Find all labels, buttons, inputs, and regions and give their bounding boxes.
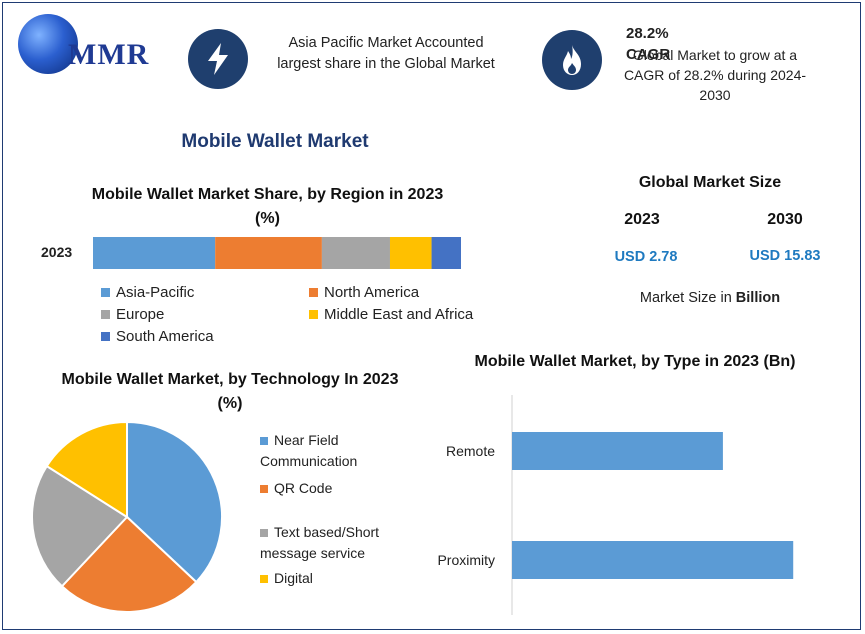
market-year-2030: 2030 bbox=[767, 211, 803, 228]
legend-nfc: Near Field Communication bbox=[260, 432, 358, 469]
legend-middle-east-africa: Middle East and Africa bbox=[309, 306, 473, 323]
type-category-label: Remote bbox=[446, 443, 495, 459]
legend-north-america: North America bbox=[309, 284, 419, 301]
region-chart-title: Mobile Wallet Market Share, by Region in… bbox=[91, 186, 444, 227]
type-bar-chart: Remote Proximity bbox=[437, 395, 794, 615]
pie-slice-qr-code bbox=[60, 515, 198, 613]
region-segment-south-america bbox=[431, 237, 461, 269]
region-segment-europe bbox=[321, 237, 390, 269]
type-category-label: Proximity bbox=[437, 552, 495, 568]
flame-icon bbox=[542, 30, 602, 90]
technology-pie-chart bbox=[31, 420, 223, 613]
region-category-label: 2023 bbox=[41, 244, 73, 260]
cagr-text: Global Market to grow at a CAGR of 28.2%… bbox=[623, 47, 807, 103]
legend-south-america: South America bbox=[101, 328, 214, 345]
market-value-2023: USD 2.78 bbox=[614, 249, 678, 265]
pie-slice-text-based-short-message-service bbox=[31, 464, 129, 588]
type-chart-title: Mobile Wallet Market, by Type in 2023 (B… bbox=[474, 353, 796, 370]
legend-qr-code: QR Code bbox=[260, 478, 410, 499]
legend-sms: Text based/Short message service bbox=[260, 524, 380, 561]
legend-europe: Europe bbox=[101, 306, 164, 323]
brand-logo-text: MMR bbox=[68, 38, 150, 71]
market-value-2030: USD 15.83 bbox=[749, 248, 821, 264]
market-size-note: Market Size in Billion bbox=[639, 290, 781, 306]
region-segment-north-america bbox=[215, 237, 322, 269]
market-size-title: Global Market Size bbox=[638, 174, 782, 191]
cagr-title: 28.2% CAGR bbox=[626, 25, 671, 63]
market-year-2023: 2023 bbox=[624, 211, 660, 228]
legend-asia-pacific: Asia-Pacific bbox=[101, 284, 194, 301]
page-title: Mobile Wallet Market bbox=[181, 131, 369, 152]
region-stacked-bar bbox=[93, 237, 461, 269]
region-segment-asia-pacific bbox=[93, 237, 216, 269]
type-bar-proximity bbox=[512, 541, 794, 579]
technology-chart-title: Mobile Wallet Market, by Technology In 2… bbox=[61, 371, 399, 412]
globe-logo-icon bbox=[18, 14, 78, 74]
lightning-icon bbox=[188, 29, 248, 89]
pie-slice-digital bbox=[45, 420, 128, 519]
pie-slice-near-field-communication bbox=[126, 420, 223, 584]
card-asia-pacific-text: Asia Pacific Market Accounted largest sh… bbox=[277, 35, 495, 72]
legend-digital: Digital bbox=[260, 568, 410, 589]
type-bar-remote bbox=[512, 432, 723, 470]
region-segment-middle-east-and-africa bbox=[389, 237, 432, 269]
